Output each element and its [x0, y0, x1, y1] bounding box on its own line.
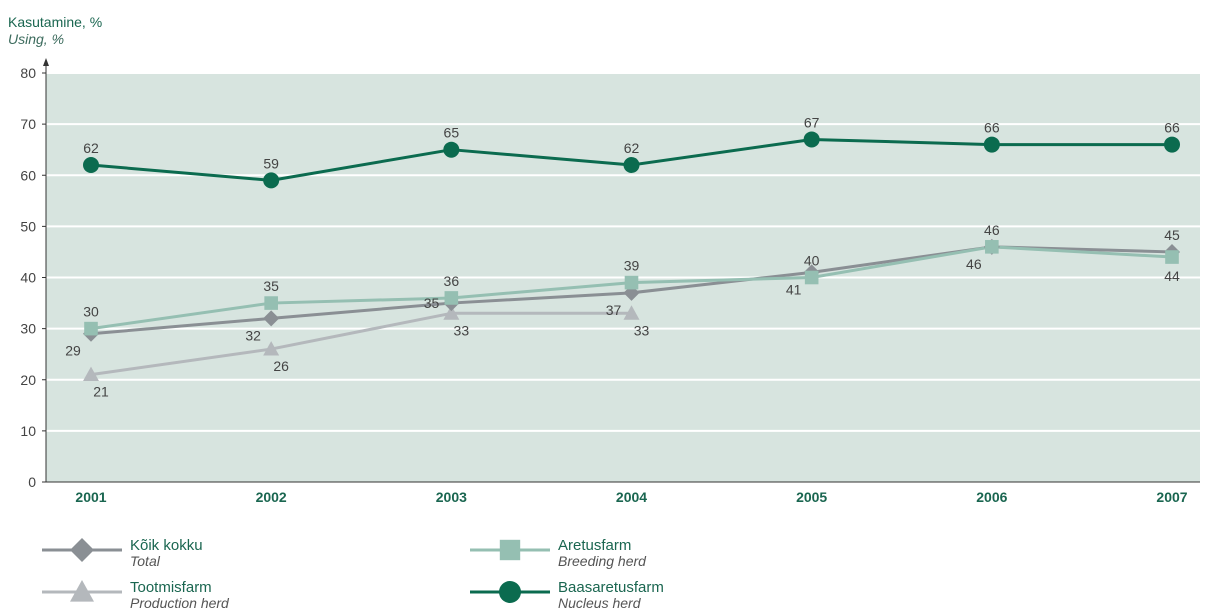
data-point [444, 291, 459, 305]
data-label: 46 [966, 256, 982, 272]
y-tick-label: 70 [20, 116, 36, 132]
data-label: 62 [624, 140, 640, 156]
y-axis-title: Kasutamine, % [8, 14, 103, 30]
data-label: 67 [804, 114, 820, 130]
legend-sublabel: Breeding herd [558, 553, 646, 569]
data-point [264, 296, 278, 310]
legend-marker-diamond-icon [42, 538, 122, 562]
data-point [983, 136, 1000, 153]
data-label: 26 [273, 358, 289, 374]
data-point [623, 157, 640, 174]
legend-label: Aretusfarm [558, 537, 632, 554]
data-label: 37 [606, 302, 622, 318]
y-tick-label: 80 [20, 65, 36, 81]
legend-sublabel: Nucleus herd [558, 595, 641, 611]
y-tick-label: 60 [20, 167, 36, 183]
data-label: 44 [1164, 268, 1180, 284]
y-tick-label: 0 [28, 474, 36, 490]
legend-sublabel: Production herd [130, 595, 229, 611]
x-tick-label: 2002 [256, 489, 287, 505]
x-tick-label: 2001 [75, 489, 106, 505]
data-point [263, 172, 280, 189]
legend-marker-square-icon [470, 539, 550, 561]
y-axis-arrow-icon [43, 58, 49, 66]
data-label: 29 [65, 343, 81, 359]
y-tick-label: 10 [20, 423, 36, 439]
data-point [443, 141, 460, 158]
legend-label: Kõik kokku [130, 537, 203, 554]
x-tick-label: 2007 [1156, 489, 1187, 505]
data-label: 30 [83, 304, 99, 320]
legend-marker-triangle-icon [42, 580, 122, 602]
data-point [803, 131, 820, 148]
data-label: 21 [93, 384, 109, 400]
y-tick-label: 40 [20, 270, 36, 286]
x-tick-label: 2003 [436, 489, 467, 505]
y-axis-subtitle: Using, % [8, 31, 65, 47]
series-line [90, 311, 632, 377]
legend-sublabel: Total [130, 553, 160, 569]
data-point [1164, 136, 1180, 153]
data-point [499, 581, 521, 603]
data-point [1165, 250, 1179, 264]
data-label: 65 [444, 125, 460, 141]
data-label: 39 [624, 258, 640, 274]
x-tick-label: 2006 [976, 489, 1007, 505]
data-point [70, 580, 94, 602]
data-point [83, 366, 99, 382]
data-label: 45 [1164, 227, 1180, 243]
data-point [985, 240, 999, 254]
data-label: 33 [634, 322, 650, 338]
data-point [70, 538, 94, 562]
legend-label: Baasaretusfarm [558, 579, 664, 596]
data-label: 35 [424, 295, 440, 311]
data-point [443, 305, 460, 320]
data-label: 41 [786, 281, 802, 297]
x-tick-label: 2004 [616, 489, 647, 505]
data-point [624, 275, 639, 290]
y-tick-label: 50 [20, 218, 36, 234]
data-label: 40 [804, 253, 820, 269]
data-label: 46 [984, 222, 1000, 238]
legend-label: Tootmisfarm [130, 579, 212, 596]
y-tick-label: 20 [20, 372, 36, 388]
data-label: 32 [245, 327, 261, 343]
legend-marker-circle-icon [470, 581, 550, 603]
data-label: 66 [1164, 120, 1180, 136]
y-tick-label: 30 [20, 321, 36, 337]
data-point [623, 305, 640, 320]
data-point [263, 310, 280, 327]
data-label: 66 [984, 120, 1000, 136]
data-point [84, 321, 98, 336]
data-point [83, 157, 99, 174]
data-label: 36 [444, 273, 460, 289]
x-tick-label: 2005 [796, 489, 827, 505]
data-label: 33 [454, 322, 470, 338]
data-label: 35 [263, 278, 279, 294]
data-point [263, 341, 280, 356]
data-point [804, 270, 819, 285]
data-label: 62 [83, 140, 99, 156]
data-point [499, 539, 521, 561]
data-label: 59 [263, 155, 279, 171]
